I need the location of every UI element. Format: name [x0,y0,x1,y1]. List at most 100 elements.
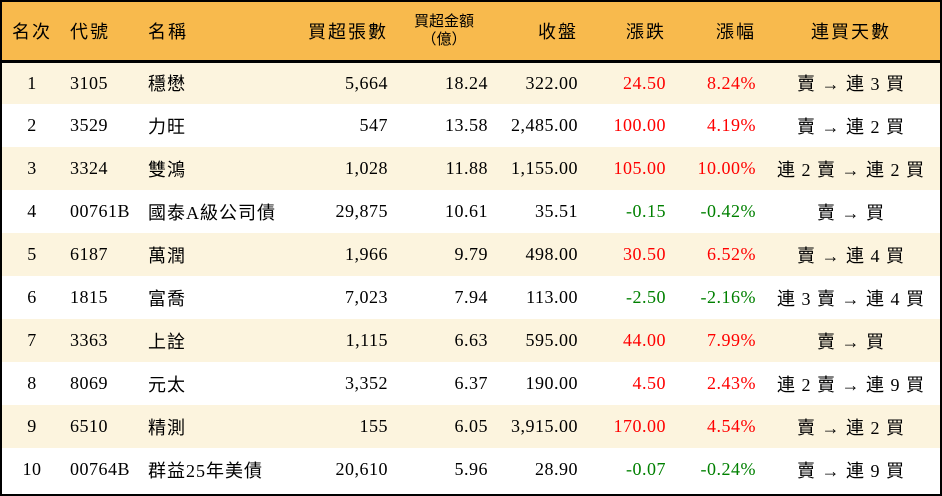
cell-code: 00764B [70,459,131,479]
cell-code: 3105 [70,72,108,93]
table-row: 5 6187 萬潤 1,966 9.79 498.00 30.50 6.52% 賣 → 連 4 … [2,233,940,276]
cell-streak: 賣 → 連 4 買 [797,245,905,266]
cell-rank: 1 [27,72,37,93]
col-header-amount: 買超金額 （億） [394,2,494,63]
cell-volume: 547 [359,115,388,135]
cell-streak: 連 2 賣 → 連 9 買 [777,374,925,395]
cell-name: 富喬 [148,288,186,309]
cell-code: 00761B [70,201,131,221]
col-header-amount-line2: （億） [421,31,467,48]
table-row: 9 6510 精測 155 6.05 3,915.00 170.00 4.54% 賣 → 連 2… [2,405,940,448]
cell-change: 4.50 [632,373,666,393]
col-header-rank: 名次 [2,2,62,63]
cell-close: 35.51 [535,201,578,221]
cell-streak: 賣 → 買 [817,202,885,223]
cell-streak: 賣 → 連 2 買 [797,417,905,438]
cell-amount: 6.63 [454,330,488,350]
cell-name: 群益25年美債 [148,460,263,481]
cell-code: 3363 [70,330,108,350]
cell-name: 萬潤 [148,245,186,266]
cell-pct: 6.52% [707,244,756,264]
table-row: 2 3529 力旺 547 13.58 2,485.00 100.00 4.19% 賣 → 連 … [2,104,940,147]
cell-volume: 1,966 [345,244,388,264]
cell-amount: 18.24 [445,72,488,93]
cell-close: 1,155.00 [511,158,578,178]
cell-volume: 155 [359,416,388,436]
cell-amount: 7.94 [454,287,488,307]
cell-name: 力旺 [148,116,186,137]
cell-rank: 9 [27,416,37,436]
cell-rank: 7 [27,330,37,350]
table-row: 8 8069 元太 3,352 6.37 190.00 4.50 2.43% 連 2 賣 → 連… [2,362,940,405]
cell-close: 28.90 [535,459,578,479]
cell-pct: 4.54% [707,416,756,436]
table-row: 7 3363 上詮 1,115 6.63 595.00 44.00 7.99% 賣 → 買 [2,319,940,362]
table-row: 4 00761B 國泰A級公司債 29,875 10.61 35.51 -0.15 -0.42… [2,190,940,233]
cell-volume: 29,875 [335,201,388,221]
cell-name: 精測 [148,417,186,438]
cell-name: 元太 [148,374,186,395]
cell-change: -2.50 [626,287,666,307]
cell-streak: 連 2 賣 → 連 2 買 [777,159,925,180]
table-row: 10 00764B 群益25年美債 20,610 5.96 28.90 -0.07 -0.24… [2,448,940,491]
table-row: 3 3324 雙鴻 1,028 11.88 1,155.00 105.00 10.00% 連 2… [2,147,940,190]
cell-close: 113.00 [526,287,578,307]
cell-amount: 9.79 [454,244,488,264]
cell-pct: 7.99% [707,330,756,350]
cell-name: 雙鴻 [148,159,186,180]
cell-rank: 8 [27,373,37,393]
cell-close: 595.00 [525,330,578,350]
cell-change: -0.15 [626,201,666,221]
cell-code: 6510 [70,416,108,436]
cell-rank: 4 [27,201,37,221]
col-header-amount-line1: 買超金額 [413,13,474,30]
cell-code: 3529 [70,115,108,135]
cell-pct: 4.19% [707,115,756,135]
cell-code: 3324 [70,158,108,178]
cell-pct: -2.16% [700,287,756,307]
cell-pct: 8.24% [707,72,756,93]
header-row: 名次 代號 名稱 買超張數 買超金額 （億） 收盤 漲跌 漲幅 連買天數 [2,2,940,63]
cell-name: 上詮 [148,331,186,352]
cell-rank: 5 [27,244,37,264]
cell-close: 190.00 [525,373,578,393]
cell-code: 1815 [70,287,108,307]
cell-code: 6187 [70,244,108,264]
cell-change: 100.00 [613,115,666,135]
cell-name: 穩懋 [148,74,186,95]
cell-amount: 6.37 [454,373,488,393]
cell-streak: 賣 → 連 3 買 [797,74,905,95]
cell-pct: 2.43% [707,373,756,393]
cell-volume: 20,610 [335,459,388,479]
cell-close: 498.00 [525,244,578,264]
cell-volume: 5,664 [345,72,388,93]
table-row: 1 3105 穩懋 5,664 18.24 322.00 24.50 8.24% 賣 → 連 3… [2,61,940,104]
cell-amount: 10.61 [445,201,488,221]
table-row: 6 1815 富喬 7,023 7.94 113.00 -2.50 -2.16% 連 3 賣 →… [2,276,940,319]
cell-amount: 5.96 [454,459,488,479]
cell-close: 3,915.00 [511,416,578,436]
col-header-streak: 連買天數 [762,2,940,63]
cell-change: 105.00 [613,158,666,178]
col-header-code: 代號 [62,2,145,63]
cell-rank: 2 [27,115,37,135]
cell-streak: 賣 → 連 9 買 [797,460,905,481]
table-body: 1 3105 穩懋 5,664 18.24 322.00 24.50 8.24% 賣 → 連 3… [2,61,940,491]
cell-change: -0.07 [626,459,666,479]
cell-name: 國泰A級公司債 [148,202,276,223]
cell-volume: 7,023 [345,287,388,307]
cell-close: 322.00 [525,72,578,93]
cell-rank: 3 [27,158,37,178]
col-header-pct: 漲幅 [672,2,762,63]
cell-amount: 13.58 [445,115,488,135]
col-header-name: 名稱 [145,2,300,63]
cell-code: 8069 [70,373,108,393]
cell-streak: 連 3 賣 → 連 4 買 [777,288,925,309]
cell-volume: 3,352 [345,373,388,393]
cell-rank: 6 [27,287,37,307]
cell-change: 24.50 [623,72,666,93]
col-header-volume: 買超張數 [300,2,394,63]
cell-pct: 10.00% [697,158,756,178]
